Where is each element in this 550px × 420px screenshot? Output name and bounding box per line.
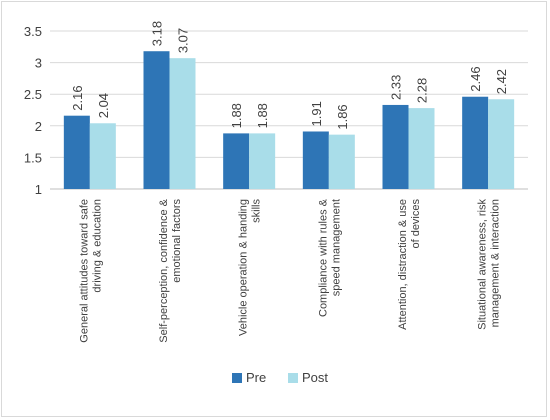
data-label: 1.91: [309, 101, 324, 126]
y-tick-label: 3: [35, 56, 42, 71]
category-label: Self-perception, confidence & emotional f…: [158, 198, 183, 342]
y-tick-label: 1.5: [24, 150, 42, 165]
legend-swatch-pre: [232, 373, 242, 383]
y-tick-label: 2.5: [24, 87, 42, 102]
bar-post: [488, 99, 515, 189]
category-labels: General attitudes toward safe driving & e…: [78, 198, 501, 342]
category-label-line: Situational awareness, risk: [477, 199, 489, 330]
category-label: Compliance with rules & speed management: [317, 198, 342, 317]
data-label: 3.07: [176, 28, 191, 53]
data-labels: 2.16 3.18 1.88 1.91 2.33 2.46 2.04 3.07 1.88 1.86…: [70, 21, 509, 130]
data-label: 2.42: [494, 69, 509, 94]
category-label-line: Attention, distraction & use: [397, 199, 409, 330]
data-label: 2.46: [468, 66, 483, 91]
gridlines: [50, 30, 528, 190]
bar-post: [328, 134, 355, 189]
legend-label: Post: [302, 370, 328, 385]
bar-pre: [143, 51, 170, 189]
bar-post: [89, 123, 116, 189]
category-label: Situational awareness, risk management & …: [477, 199, 502, 330]
category-label-line: Vehicle operation & handing: [238, 199, 250, 336]
y-tick-label: 1: [35, 182, 42, 197]
category-label-line: General attitudes toward safe: [78, 199, 90, 343]
category-label-line: skills: [251, 199, 263, 223]
bar-pre: [63, 115, 90, 189]
category-label-line: of devices: [410, 199, 422, 249]
legend-swatch-post: [288, 373, 298, 383]
data-label: 2.28: [415, 78, 430, 103]
bar-post: [249, 133, 276, 189]
category-label-line: Self-perception, confidence &: [158, 198, 170, 342]
data-label: 2.04: [96, 93, 111, 118]
data-label: 2.33: [389, 75, 404, 100]
category-label: Attention, distraction & use of devices: [397, 199, 422, 330]
legend: Pre Post: [232, 370, 328, 385]
bar-post: [169, 58, 196, 190]
bar-pre: [302, 131, 329, 189]
category-label-line: management & interaction: [490, 199, 502, 327]
y-tick-label: 3.5: [24, 24, 42, 39]
y-axis-ticks: 1 1.5 2 2.5 3 3.5: [24, 24, 42, 197]
data-label: 1.88: [255, 103, 270, 128]
data-label: 1.86: [335, 104, 350, 129]
bar-pre: [462, 96, 489, 189]
bars: [63, 51, 515, 190]
category-label-line: Compliance with rules &: [317, 198, 329, 317]
category-label: General attitudes toward safe driving & e…: [78, 199, 103, 343]
data-label: 1.88: [229, 103, 244, 128]
data-label: 2.16: [70, 85, 85, 110]
category-label-line: speed management: [330, 199, 342, 296]
bar-pre: [382, 104, 409, 189]
y-tick-label: 2: [35, 119, 42, 134]
category-label: Vehicle operation & handing skills: [238, 199, 263, 336]
data-label: 3.18: [150, 21, 165, 46]
bar-post: [408, 108, 435, 189]
category-label-line: driving & education: [91, 199, 103, 293]
legend-label: Pre: [246, 370, 266, 385]
bar-pre: [223, 133, 250, 189]
category-label-line: emotional factors: [171, 199, 183, 283]
